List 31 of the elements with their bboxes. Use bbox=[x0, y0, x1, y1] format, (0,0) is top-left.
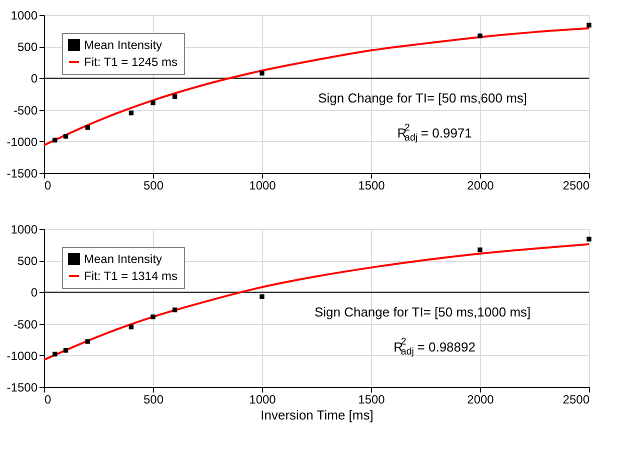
legend-label: Fit: T1 = 1314 ms bbox=[84, 269, 178, 283]
y-tick-label: 0 bbox=[30, 286, 38, 300]
y-tick-label: -500 bbox=[13, 317, 38, 332]
y-tick-label: 1000 bbox=[10, 8, 38, 22]
x-tick-label: 500 bbox=[143, 178, 164, 192]
y-tick-label: 0 bbox=[30, 72, 38, 86]
legend-label: Mean Intensity bbox=[84, 38, 162, 52]
y-tick-label: -1000 bbox=[6, 134, 38, 149]
y-tick-label: -1000 bbox=[6, 348, 38, 363]
x-tick-label: 0 bbox=[44, 392, 52, 406]
legend-label: Mean Intensity bbox=[84, 252, 162, 266]
x-tick-label: 1000 bbox=[249, 178, 276, 192]
x-tick-label: 500 bbox=[143, 392, 164, 406]
x-tick-label: 2000 bbox=[467, 178, 494, 192]
annotation: Sign Change for TI= [50 ms,600 ms] bbox=[318, 90, 528, 106]
annotation: Sign Change for TI= [50 ms,1000 ms] bbox=[314, 304, 531, 320]
y-tick-label: -1500 bbox=[6, 380, 38, 394]
x-tick-label: 1500 bbox=[358, 178, 386, 192]
x-tick-label: 1500 bbox=[358, 392, 386, 406]
x-tick-label: 1000 bbox=[249, 392, 276, 406]
y-tick-label: 500 bbox=[17, 254, 38, 268]
y-tick-label: -1500 bbox=[6, 166, 38, 180]
y-tick-label: 500 bbox=[17, 40, 38, 54]
y-tick-label: -500 bbox=[13, 103, 38, 118]
x-axis-title: Inversion Time [ms] bbox=[260, 408, 374, 422]
x-tick-label: 2500 bbox=[562, 178, 590, 192]
legend-label: Fit: T1 = 1245 ms bbox=[84, 55, 178, 69]
x-tick-label: 0 bbox=[44, 178, 52, 192]
x-tick-label: 2000 bbox=[467, 392, 494, 406]
x-tick-label: 2500 bbox=[562, 392, 590, 406]
y-tick-label: 1000 bbox=[10, 222, 38, 236]
